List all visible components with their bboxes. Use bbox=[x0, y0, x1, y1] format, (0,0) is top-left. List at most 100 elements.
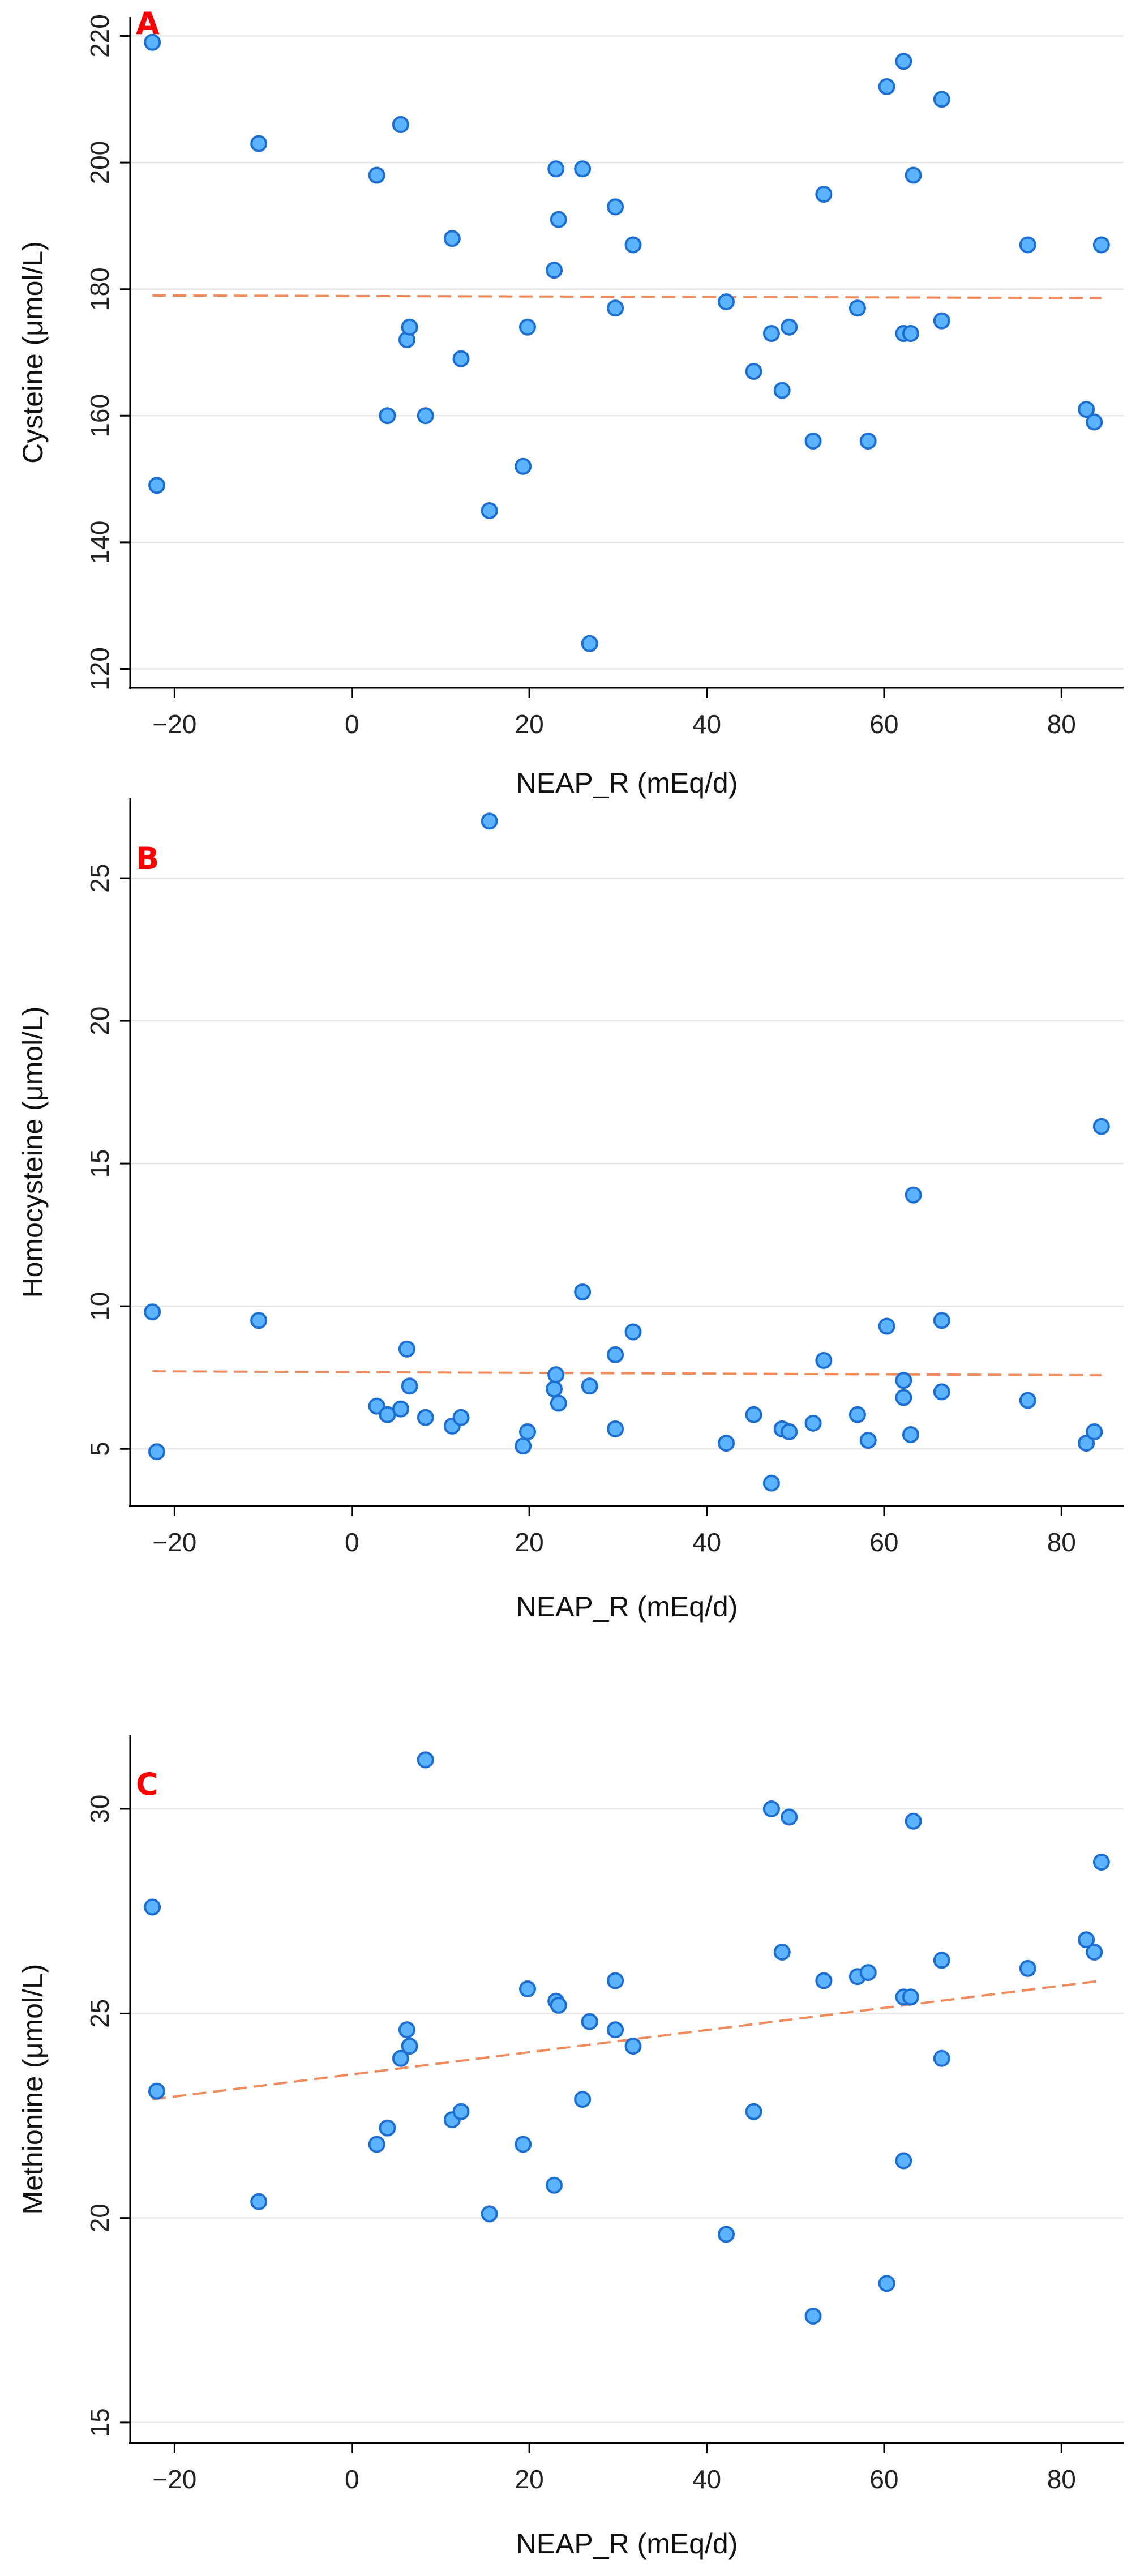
panel-c-point-12 bbox=[515, 2136, 532, 2153]
panel-a-point-11 bbox=[481, 502, 498, 519]
panel-b-x-tick-label-0: −20 bbox=[152, 1527, 196, 1557]
panel-c-label: C bbox=[136, 1766, 158, 1802]
panel-a-point-23 bbox=[745, 363, 762, 380]
panel-b-y-tick-label-3: 20 bbox=[85, 1007, 114, 1035]
panel-c-point-34 bbox=[902, 1988, 919, 2006]
panel-b-point-13 bbox=[519, 1423, 536, 1440]
panel-b-trend-line bbox=[152, 1370, 1102, 1377]
panel-a-point-7 bbox=[401, 318, 418, 336]
panel-a-point-28 bbox=[815, 186, 833, 203]
panel-c-point-1 bbox=[148, 2082, 166, 2100]
panel-c-point-25 bbox=[773, 1943, 791, 1961]
panel-c-point-13 bbox=[519, 1980, 536, 1997]
panel-b-point-19 bbox=[607, 1346, 624, 1363]
panel-b-point-8 bbox=[417, 1409, 434, 1426]
panel-c-x-tick-label-1: 0 bbox=[345, 2464, 359, 2494]
panel-b-point-33 bbox=[895, 1389, 912, 1406]
panel-c-point-0 bbox=[144, 1898, 161, 1916]
panel-c-x-tick-label-5: 80 bbox=[1047, 2464, 1076, 2494]
panel-b-point-38 bbox=[1019, 1392, 1036, 1409]
panel-a-x-tick-label-2: 20 bbox=[515, 709, 544, 739]
panel-b-point-28 bbox=[815, 1351, 833, 1369]
panel-a-point-30 bbox=[859, 433, 877, 450]
panel-c-point-23 bbox=[745, 2103, 762, 2120]
panel-c-x-axis-title: NEAP_R (mEq/d) bbox=[516, 2528, 738, 2560]
panel-b-x-tick-label-5: 80 bbox=[1047, 1527, 1076, 1557]
panel-b-point-3 bbox=[368, 1397, 385, 1415]
panel-a-trend-line bbox=[152, 294, 1102, 299]
panel-b-point-26 bbox=[781, 1423, 798, 1440]
panel-b-y-tick-label-2: 15 bbox=[85, 1149, 114, 1178]
panel-b-point-27 bbox=[804, 1414, 822, 1432]
panel-b-point-31 bbox=[878, 1317, 895, 1335]
panel-a-point-41 bbox=[1092, 236, 1110, 254]
panel-b-point-7 bbox=[401, 1377, 418, 1395]
panel-a-point-9 bbox=[443, 230, 461, 247]
panel-b-point-24 bbox=[762, 1474, 780, 1492]
panel-a-point-8 bbox=[417, 407, 434, 425]
panel-c-point-10 bbox=[452, 2103, 470, 2120]
panel-b-point-15 bbox=[547, 1366, 565, 1384]
panel-a-y-tick-label-3: 180 bbox=[85, 267, 114, 311]
panel-b-point-14 bbox=[546, 1380, 563, 1398]
panel-b-point-40 bbox=[1086, 1423, 1103, 1440]
panel-b-point-34 bbox=[902, 1426, 919, 1443]
panel-b-point-39 bbox=[1078, 1435, 1095, 1452]
panel-a-point-4 bbox=[379, 407, 396, 425]
panel-a-y-tick-label-2: 160 bbox=[85, 394, 114, 438]
panel-c-point-27 bbox=[804, 2308, 822, 2325]
panel-a-point-34 bbox=[902, 324, 919, 342]
panel-b-x-tick-label-3: 40 bbox=[692, 1527, 721, 1557]
panel-c-methionine: −20 0 20 40 60 80 15 20 25 30 NEAP_R (mEq/d) Methio… bbox=[17, 1735, 1124, 2560]
panel-c-point-2 bbox=[250, 2193, 268, 2210]
panel-b-point-23 bbox=[745, 1406, 762, 1423]
panel-b-point-6 bbox=[398, 1340, 415, 1358]
panel-c-point-3 bbox=[368, 2136, 385, 2153]
panel-b-point-2 bbox=[250, 1312, 268, 1329]
panel-b-point-20 bbox=[607, 1420, 624, 1437]
panel-b-point-12 bbox=[515, 1437, 532, 1455]
panel-a-point-25 bbox=[773, 382, 791, 399]
panel-a-point-35 bbox=[905, 166, 922, 184]
panel-a-y-tick-label-5: 220 bbox=[85, 14, 114, 58]
panel-b-point-36 bbox=[933, 1312, 950, 1329]
panel-a-point-16 bbox=[550, 211, 567, 228]
panel-c-point-28 bbox=[815, 1972, 833, 1989]
panel-c-point-8 bbox=[417, 1751, 434, 1769]
panel-b-point-17 bbox=[574, 1283, 592, 1300]
panel-a-point-40 bbox=[1086, 413, 1103, 431]
panel-b-point-1 bbox=[148, 1443, 166, 1461]
panel-b-point-35 bbox=[905, 1186, 922, 1204]
panel-a-point-12 bbox=[515, 457, 532, 475]
panel-c-point-17 bbox=[574, 2091, 592, 2108]
panel-a-point-19 bbox=[607, 198, 624, 216]
panel-a-point-1 bbox=[148, 477, 166, 494]
panel-a-point-29 bbox=[848, 299, 866, 317]
panel-b-point-0 bbox=[144, 1303, 161, 1321]
panel-c-point-40 bbox=[1086, 1943, 1103, 1961]
panel-b-point-11 bbox=[481, 812, 498, 830]
panel-a-x-tick-label-5: 80 bbox=[1047, 709, 1076, 739]
panel-b-x-tick-label-2: 20 bbox=[515, 1527, 544, 1557]
panel-a-point-5 bbox=[392, 116, 409, 134]
panel-b-point-37 bbox=[933, 1383, 950, 1401]
panel-a-point-38 bbox=[1019, 236, 1036, 254]
panel-c-point-11 bbox=[481, 2205, 498, 2223]
panel-c-trend-line bbox=[152, 1979, 1102, 2101]
panel-c-point-19 bbox=[607, 1972, 624, 1989]
panel-c-point-20 bbox=[607, 2021, 624, 2039]
panel-a-x-axis-title: NEAP_R (mEq/d) bbox=[516, 767, 738, 799]
panel-c-x-tick-label-0: −20 bbox=[152, 2464, 196, 2494]
panel-a-x-tick-label-3: 40 bbox=[692, 709, 721, 739]
panel-b-point-32 bbox=[895, 1372, 912, 1389]
panel-c-point-35 bbox=[905, 1812, 922, 1830]
panel-a-point-20 bbox=[607, 299, 624, 317]
panel-c-point-22 bbox=[718, 2226, 735, 2243]
panel-c-point-30 bbox=[859, 1964, 877, 1982]
panel-c-y-axis-title: Methionine (μmol/L) bbox=[17, 1964, 49, 2215]
panel-a-point-2 bbox=[250, 135, 268, 152]
panel-a-x-tick-label-1: 0 bbox=[345, 709, 359, 739]
panel-b-y-axis-title: Homocysteine (μmol/L) bbox=[17, 1006, 49, 1298]
panel-c-x-tick-label-3: 40 bbox=[692, 2464, 721, 2494]
